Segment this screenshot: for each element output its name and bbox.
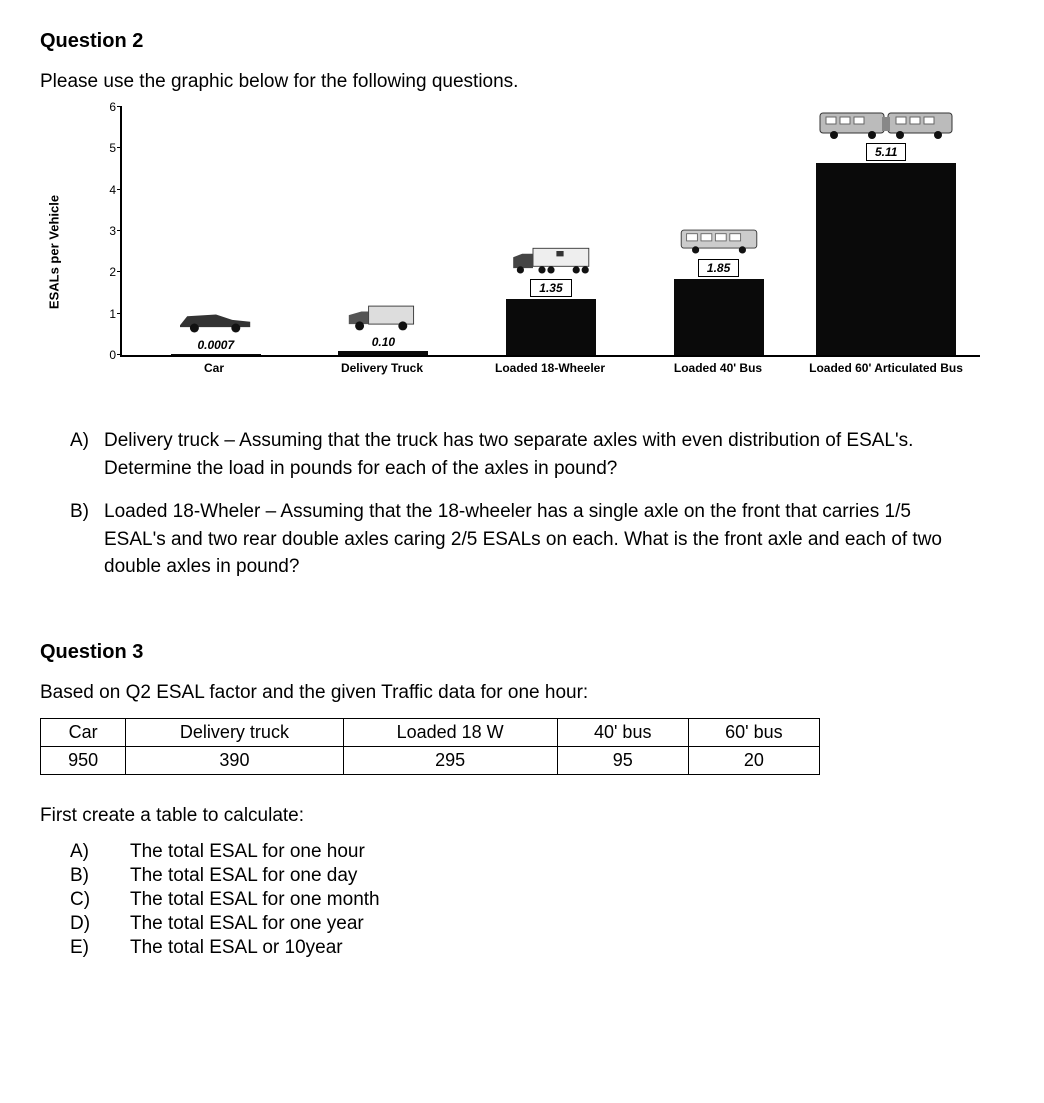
- xlabel: Loaded 60' Articulated Bus: [802, 361, 970, 397]
- table-cell: 950: [41, 746, 126, 774]
- list-item: B)The total ESAL for one day: [70, 865, 1004, 887]
- part-text: The total ESAL for one day: [130, 865, 357, 887]
- part-text: The total ESAL for one hour: [130, 841, 365, 863]
- q2-intro: Please use the graphic below for the fol…: [40, 71, 1004, 93]
- bar-value-label: 1.85: [698, 259, 739, 277]
- bar-column: 1.85: [635, 107, 803, 355]
- part-marker: D): [70, 913, 130, 935]
- ytick-label: 2: [92, 265, 116, 279]
- ytick-mark: [117, 106, 122, 107]
- delivery-icon: [338, 299, 428, 333]
- question-part: B)Loaded 18-Wheler – Assuming that the 1…: [70, 498, 974, 581]
- part-text: The total ESAL for one month: [130, 889, 380, 911]
- q3-title: Question 3: [40, 641, 1004, 664]
- ytick-mark: [117, 230, 122, 231]
- ytick-label: 1: [92, 307, 116, 321]
- ytick-label: 0: [92, 348, 116, 362]
- table-header-cell: 60' bus: [688, 718, 819, 746]
- ytick-label: 3: [92, 224, 116, 238]
- table-row: 9503902959520: [41, 746, 820, 774]
- chart-plot-area: 0.00070.101.351.855.11 0123456: [120, 107, 980, 357]
- chart-ylabel: ESALs per Vehicle: [47, 195, 62, 309]
- ytick-label: 5: [92, 141, 116, 155]
- ytick-mark: [117, 354, 122, 355]
- ytick-mark: [117, 271, 122, 272]
- ytick-mark: [117, 147, 122, 148]
- bar-column: 5.11: [802, 107, 970, 355]
- traffic-table: CarDelivery truckLoaded 18 W40' bus60' b…: [40, 718, 820, 775]
- table-header-cell: Car: [41, 718, 126, 746]
- xlabel: Car: [130, 361, 298, 397]
- part-marker: A): [70, 841, 130, 863]
- part-text: The total ESAL for one year: [130, 913, 364, 935]
- ytick-label: 6: [92, 100, 116, 114]
- semi-icon: [506, 243, 596, 277]
- part-marker: B): [70, 865, 130, 887]
- bar-value-label: 1.35: [530, 279, 571, 297]
- bar-rect: [816, 163, 956, 355]
- question-part: A)Delivery truck – Assuming that the tru…: [70, 427, 974, 482]
- bar-rect: [171, 354, 261, 355]
- bus40-icon: [674, 223, 764, 257]
- bar-rect: [674, 279, 764, 355]
- part-marker: B): [70, 498, 104, 581]
- list-item: A)The total ESAL for one hour: [70, 841, 1004, 863]
- bar-value-label: 0.0007: [197, 338, 234, 352]
- bar-rect: [506, 299, 596, 355]
- bar-value-label: 5.11: [866, 143, 906, 161]
- table-header-cell: Delivery truck: [126, 718, 343, 746]
- part-text: The total ESAL or 10year: [130, 937, 343, 959]
- ytick-mark: [117, 189, 122, 190]
- table-cell: 390: [126, 746, 343, 774]
- chart-xlabels: CarDelivery TruckLoaded 18-WheelerLoaded…: [120, 357, 980, 397]
- ytick-label: 4: [92, 183, 116, 197]
- bar-column: 1.35: [467, 107, 635, 355]
- bar-value-label: 0.10: [372, 335, 395, 349]
- part-text: Loaded 18-Wheler – Assuming that the 18-…: [104, 498, 974, 581]
- bar-column: 0.10: [300, 107, 468, 355]
- part-marker: A): [70, 427, 104, 482]
- q3-sub-intro: First create a table to calculate:: [40, 805, 1004, 827]
- q2-title: Question 2: [40, 30, 1004, 53]
- xlabel: Delivery Truck: [298, 361, 466, 397]
- part-text: Delivery truck – Assuming that the truck…: [104, 427, 974, 482]
- xlabel: Loaded 18-Wheeler: [466, 361, 634, 397]
- table-cell: 95: [557, 746, 688, 774]
- table-cell: 20: [688, 746, 819, 774]
- q2-parts: A)Delivery truck – Assuming that the tru…: [40, 427, 1004, 581]
- table-header-cell: 40' bus: [557, 718, 688, 746]
- chart-bars: 0.0007 0.10 1.35 1.85 5.11: [122, 107, 980, 355]
- part-marker: E): [70, 937, 130, 959]
- bar-column: 0.0007: [132, 107, 300, 355]
- list-item: D)The total ESAL for one year: [70, 913, 1004, 935]
- table-header-cell: Loaded 18 W: [343, 718, 557, 746]
- ytick-mark: [117, 313, 122, 314]
- part-marker: C): [70, 889, 130, 911]
- xlabel: Loaded 40' Bus: [634, 361, 802, 397]
- bus60-icon: [816, 107, 956, 141]
- q3-parts: A)The total ESAL for one hourB)The total…: [70, 841, 1004, 959]
- list-item: C)The total ESAL for one month: [70, 889, 1004, 911]
- bar-rect: [338, 351, 428, 355]
- list-item: E)The total ESAL or 10year: [70, 937, 1004, 959]
- esal-chart: ESALs per Vehicle 0.00070.101.351.855.11…: [80, 107, 980, 397]
- q3-intro: Based on Q2 ESAL factor and the given Tr…: [40, 682, 1004, 704]
- table-cell: 295: [343, 746, 557, 774]
- table-row: CarDelivery truckLoaded 18 W40' bus60' b…: [41, 718, 820, 746]
- car-icon: [171, 302, 261, 336]
